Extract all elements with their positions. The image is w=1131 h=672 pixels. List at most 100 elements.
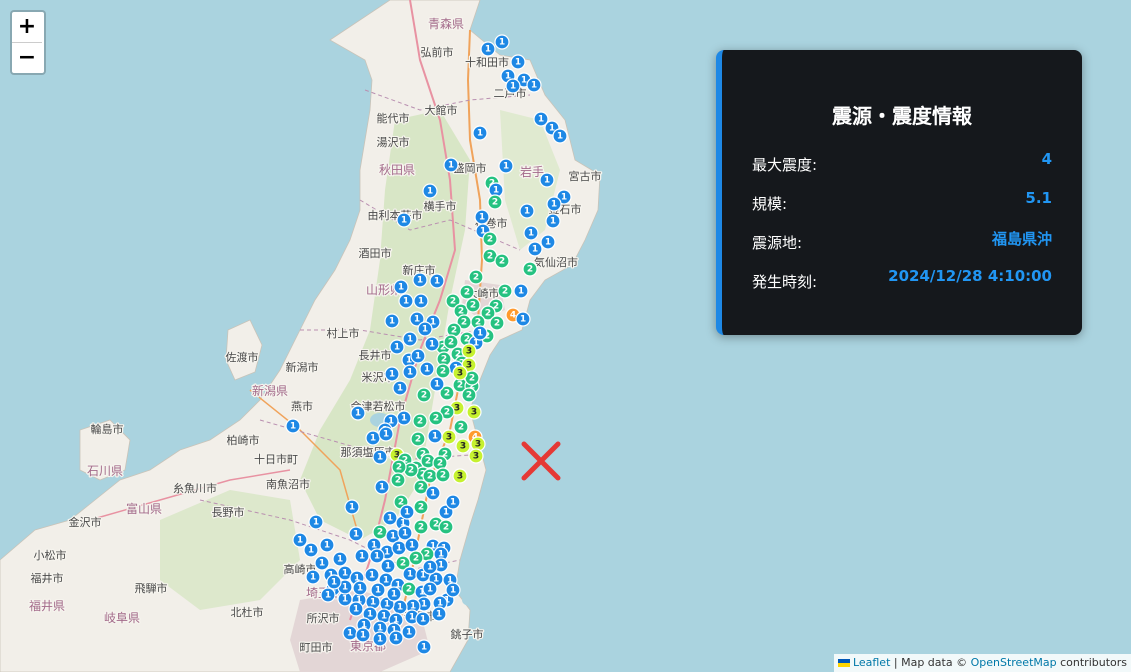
intensity-marker[interactable]: 1 bbox=[305, 569, 321, 585]
intensity-marker[interactable]: 1 bbox=[348, 601, 364, 617]
leaflet-link[interactable]: Leaflet bbox=[852, 656, 891, 669]
intensity-marker[interactable]: 2 bbox=[464, 370, 480, 386]
intensity-marker[interactable]: 1 bbox=[424, 336, 440, 352]
zoom-out-button[interactable]: − bbox=[17, 45, 37, 70]
intensity-marker[interactable]: 1 bbox=[498, 158, 514, 174]
intensity-marker[interactable]: 1 bbox=[422, 581, 438, 597]
intensity-marker[interactable]: 2 bbox=[390, 472, 406, 488]
intensity-marker[interactable]: 1 bbox=[413, 293, 429, 309]
intensity-marker[interactable]: 3 bbox=[466, 404, 482, 420]
intensity-marker[interactable]: 3 bbox=[455, 438, 471, 454]
intensity-marker[interactable]: 2 bbox=[391, 459, 407, 475]
intensity-marker[interactable]: 1 bbox=[388, 630, 404, 646]
intensity-marker[interactable]: 2 bbox=[480, 305, 496, 321]
intensity-marker[interactable]: 1 bbox=[539, 172, 555, 188]
intensity-marker[interactable]: 1 bbox=[443, 157, 459, 173]
intensity-marker[interactable]: 1 bbox=[519, 203, 535, 219]
intensity-marker[interactable]: 1 bbox=[429, 376, 445, 392]
intensity-marker[interactable]: 1 bbox=[386, 586, 402, 602]
intensity-marker[interactable]: 2 bbox=[522, 261, 538, 277]
intensity-marker[interactable]: 1 bbox=[404, 537, 420, 553]
intensity-marker[interactable]: 1 bbox=[320, 587, 336, 603]
intensity-marker[interactable]: 2 bbox=[416, 387, 432, 403]
intensity-marker[interactable]: 1 bbox=[348, 526, 364, 542]
intensity-marker[interactable]: 1 bbox=[326, 574, 342, 590]
intensity-marker[interactable]: 1 bbox=[399, 504, 415, 520]
intensity-marker[interactable]: 1 bbox=[372, 631, 388, 647]
intensity-marker[interactable]: 1 bbox=[416, 639, 432, 655]
intensity-marker[interactable]: 1 bbox=[354, 548, 370, 564]
intensity-marker[interactable]: 1 bbox=[431, 606, 447, 622]
intensity-marker[interactable]: 1 bbox=[412, 272, 428, 288]
intensity-marker[interactable]: 1 bbox=[350, 405, 366, 421]
intensity-marker[interactable]: 1 bbox=[445, 582, 461, 598]
intensity-marker[interactable]: 2 bbox=[468, 269, 484, 285]
intensity-marker[interactable]: 2 bbox=[489, 315, 505, 331]
intensity-marker[interactable]: 1 bbox=[303, 542, 319, 558]
intensity-marker[interactable]: 1 bbox=[545, 213, 561, 229]
intensity-marker[interactable]: 1 bbox=[552, 128, 568, 144]
intensity-marker[interactable]: 1 bbox=[384, 313, 400, 329]
intensity-marker[interactable]: 1 bbox=[352, 580, 368, 596]
intensity-marker[interactable]: 2 bbox=[487, 194, 503, 210]
intensity-marker[interactable]: 1 bbox=[365, 430, 381, 446]
intensity-marker[interactable]: 1 bbox=[392, 599, 408, 615]
intensity-marker[interactable]: 2 bbox=[438, 519, 454, 535]
intensity-marker[interactable]: 2 bbox=[497, 283, 513, 299]
intensity-marker[interactable]: 1 bbox=[382, 510, 398, 526]
intensity-marker[interactable]: 2 bbox=[413, 519, 429, 535]
intensity-marker[interactable]: 1 bbox=[425, 485, 441, 501]
intensity-marker[interactable]: 2 bbox=[445, 293, 461, 309]
intensity-marker[interactable]: 2 bbox=[453, 419, 469, 435]
intensity-marker[interactable]: 1 bbox=[369, 548, 385, 564]
intensity-marker[interactable]: 1 bbox=[384, 366, 400, 382]
intensity-marker[interactable]: 1 bbox=[397, 525, 413, 541]
intensity-marker[interactable]: 2 bbox=[408, 550, 424, 566]
intensity-marker[interactable]: 1 bbox=[308, 514, 324, 530]
intensity-marker[interactable]: 1 bbox=[344, 499, 360, 515]
intensity-marker[interactable]: 3 bbox=[441, 429, 457, 445]
intensity-marker[interactable]: 1 bbox=[389, 339, 405, 355]
intensity-marker[interactable]: 2 bbox=[494, 253, 510, 269]
intensity-marker[interactable]: 3 bbox=[452, 365, 468, 381]
intensity-marker[interactable]: 1 bbox=[372, 449, 388, 465]
intensity-marker[interactable]: 1 bbox=[378, 426, 394, 442]
intensity-marker[interactable]: 1 bbox=[540, 234, 556, 250]
intensity-marker[interactable]: 2 bbox=[412, 413, 428, 429]
intensity-marker[interactable]: 2 bbox=[459, 284, 475, 300]
intensity-marker[interactable]: 1 bbox=[409, 311, 425, 327]
intensity-marker[interactable]: 1 bbox=[494, 34, 510, 50]
intensity-marker[interactable]: 2 bbox=[401, 581, 417, 597]
intensity-marker[interactable]: 1 bbox=[427, 428, 443, 444]
intensity-marker[interactable]: 1 bbox=[515, 311, 531, 327]
intensity-marker[interactable]: 2 bbox=[456, 314, 472, 330]
intensity-marker[interactable]: 1 bbox=[370, 582, 386, 598]
intensity-marker[interactable]: 2 bbox=[461, 387, 477, 403]
intensity-marker[interactable]: 1 bbox=[342, 625, 358, 641]
intensity-marker[interactable]: 2 bbox=[395, 555, 411, 571]
intensity-marker[interactable]: 1 bbox=[527, 241, 543, 257]
intensity-marker[interactable]: 1 bbox=[285, 418, 301, 434]
intensity-marker[interactable]: 2 bbox=[410, 431, 426, 447]
intensity-marker[interactable]: 1 bbox=[445, 494, 461, 510]
intensity-marker[interactable]: 1 bbox=[314, 555, 330, 571]
intensity-marker[interactable]: 1 bbox=[415, 611, 431, 627]
intensity-marker[interactable]: 1 bbox=[505, 78, 521, 94]
intensity-marker[interactable]: 1 bbox=[472, 125, 488, 141]
intensity-marker[interactable]: 1 bbox=[404, 609, 420, 625]
intensity-marker[interactable]: 2 bbox=[428, 410, 444, 426]
intensity-marker[interactable]: 1 bbox=[332, 551, 348, 567]
intensity-marker[interactable]: 1 bbox=[393, 279, 409, 295]
intensity-marker[interactable]: 1 bbox=[422, 183, 438, 199]
intensity-marker[interactable]: 1 bbox=[402, 566, 418, 582]
intensity-marker[interactable]: 1 bbox=[510, 54, 526, 70]
intensity-marker[interactable]: 1 bbox=[419, 361, 435, 377]
intensity-marker[interactable]: 1 bbox=[513, 283, 529, 299]
intensity-marker[interactable]: 1 bbox=[533, 111, 549, 127]
intensity-marker[interactable]: 1 bbox=[429, 273, 445, 289]
intensity-marker[interactable]: 2 bbox=[482, 231, 498, 247]
zoom-in-button[interactable]: + bbox=[12, 12, 42, 43]
intensity-marker[interactable]: 1 bbox=[355, 627, 371, 643]
intensity-marker[interactable]: 2 bbox=[443, 334, 459, 350]
intensity-marker[interactable]: 1 bbox=[337, 591, 353, 607]
